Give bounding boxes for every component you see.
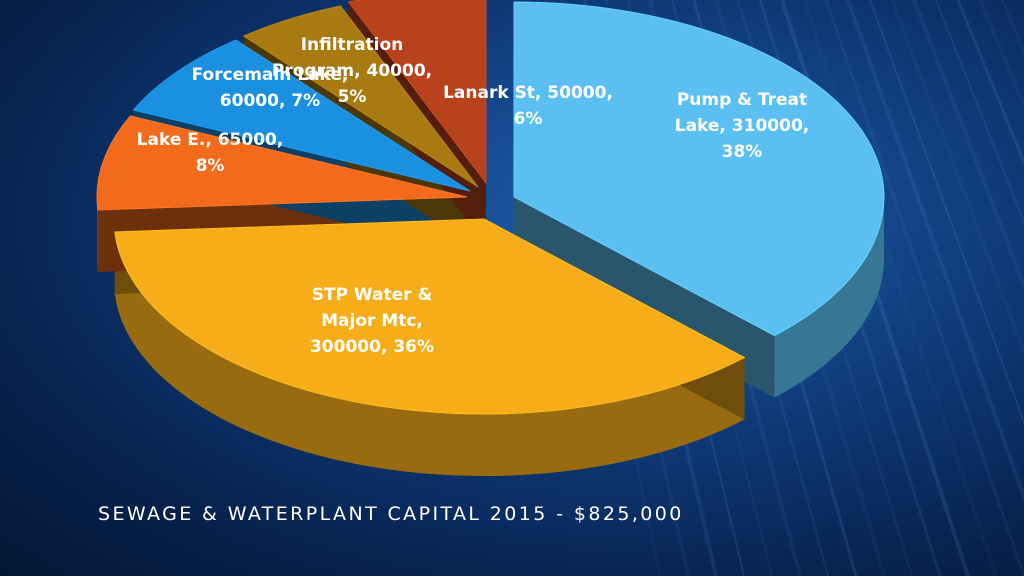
pie-slice-side	[97, 197, 98, 272]
slice-label-lake-e-: Lake E., 65000, 8%	[137, 130, 284, 176]
background-streak	[935, 0, 1024, 226]
slide-title: SEWAGE & WATERPLANT CAPITAL 2015 - $825,…	[98, 503, 684, 525]
background-streak	[912, 0, 1024, 291]
background-streak	[956, 0, 1024, 167]
background-streak	[890, 0, 1024, 357]
slice-label-stp-water-major-mtc: STP Water & Major Mtc, 300000, 36%	[310, 285, 434, 357]
pie-slice-pump-treat-lake	[513, 1, 885, 337]
background-streak	[824, 0, 1024, 576]
slice-label-lanark-st: Lanark St, 50000, 6%	[443, 83, 613, 129]
pie-slice-forcemain-lake	[132, 39, 471, 192]
slice-label-infiltration-program: Infiltration Program, 40000, 5%	[272, 35, 432, 107]
background-streak	[978, 0, 1024, 111]
slice-label-pump-treat-lake: Pump & Treat Lake, 310000, 38%	[675, 90, 810, 162]
pie-slice-lanark-st	[347, 0, 487, 185]
background-streak	[846, 0, 1024, 503]
slice-label-forcemain-lake: Forcemain Lake, 60000, 7%	[192, 65, 349, 111]
pie-slice-side	[774, 197, 884, 398]
background-streak	[803, 0, 997, 576]
background-streak	[869, 0, 1024, 426]
pie-tops	[96, 0, 885, 415]
pie-slice-stp-water-major-mtc	[114, 218, 746, 415]
pie-slice-lake-e-	[96, 115, 468, 211]
pie-slice-infiltration-program	[242, 5, 479, 188]
pie-labels: Pump & Treat Lake, 310000, 38% STP Water & M…	[137, 35, 810, 357]
pie-slice-side	[114, 231, 745, 477]
